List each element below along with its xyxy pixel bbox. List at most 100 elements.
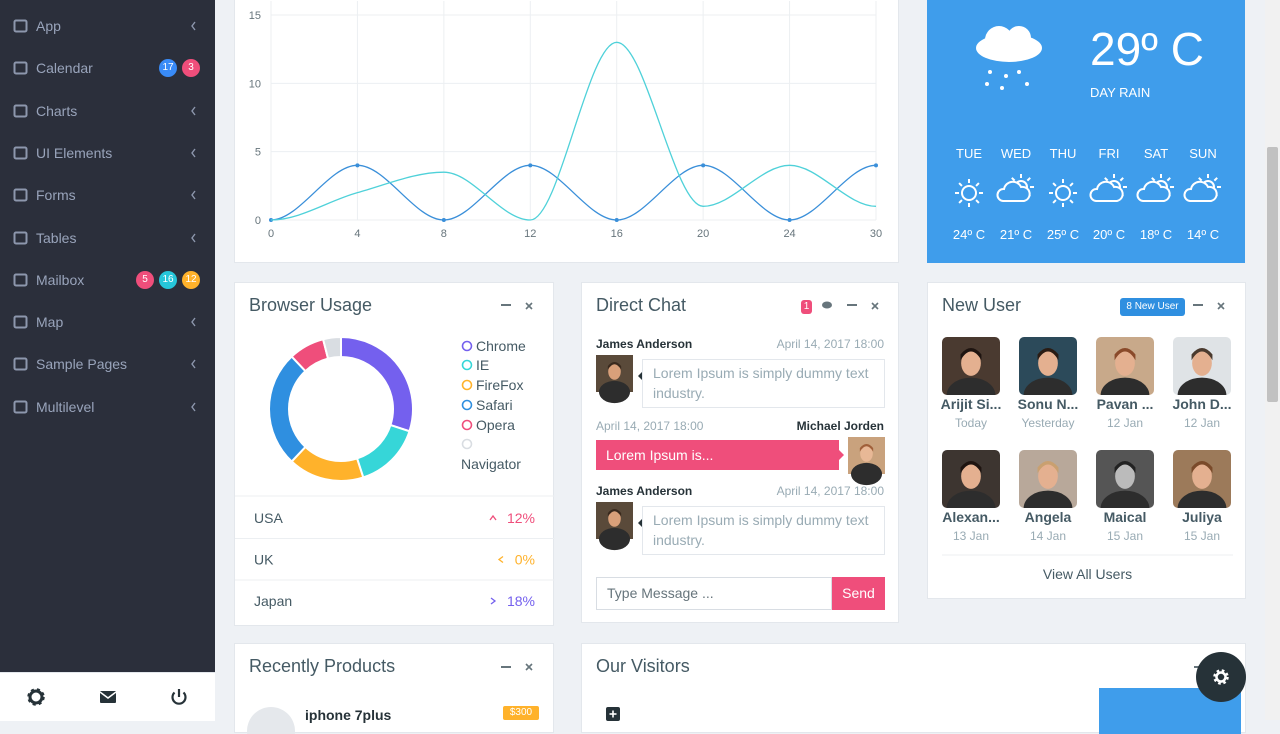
user-avatar[interactable] (1019, 450, 1077, 525)
chevron-line (191, 317, 196, 327)
scrollbar[interactable] (1265, 0, 1280, 720)
settings-icon[interactable] (27, 688, 45, 706)
chevron-line (191, 402, 196, 412)
avatar-hair (1037, 348, 1059, 361)
card-title: Our Visitors (596, 656, 690, 676)
message-date: April 14, 2017 18:00 (776, 484, 884, 498)
donut-slice (355, 423, 411, 479)
sun-ray (1166, 177, 1171, 182)
menu-item[interactable]: Mailbox 5 16 12 (0, 259, 215, 301)
country-change: 18% (507, 593, 535, 609)
forecast-temp: 14º C (1186, 227, 1220, 242)
close-icon[interactable] (525, 302, 533, 310)
country-change: 0% (515, 552, 535, 568)
legend-marker (461, 399, 473, 411)
donut-slice (340, 335, 414, 433)
menu-icon (13, 357, 28, 371)
y-tick-label: 10 (249, 78, 261, 90)
chevron-line (191, 190, 196, 200)
sun-ray (1213, 177, 1218, 182)
legend-label: Chrome (476, 338, 526, 354)
forecast-day: FRI (1098, 146, 1120, 161)
menu-label: UI Elements (36, 144, 113, 161)
avatar (1173, 450, 1231, 508)
x-tick-label: 8 (441, 228, 447, 240)
avatar-hair (607, 362, 622, 370)
user-name: Alexan... (942, 509, 1000, 525)
donut-slice (290, 445, 365, 482)
chevron-line (191, 21, 196, 31)
menu-icon (13, 273, 28, 287)
menu-item[interactable]: Forms (0, 174, 215, 216)
user-avatar[interactable] (1096, 337, 1154, 412)
menu-item[interactable]: Tables (0, 217, 215, 259)
trend-arrow (497, 555, 504, 564)
user-avatar[interactable] (1096, 450, 1154, 525)
bubble (642, 506, 885, 555)
user-avatar[interactable] (1173, 450, 1231, 525)
line-point (787, 218, 792, 222)
sun-ray (1198, 177, 1203, 182)
x-tick-label: 24 (783, 228, 795, 240)
mail-icon[interactable] (99, 691, 117, 703)
icon-shape (13, 104, 28, 118)
menu-item[interactable]: UI Elements (0, 132, 215, 174)
bubble (596, 440, 839, 470)
menu-icon (13, 400, 28, 414)
close-icon[interactable] (1217, 302, 1225, 310)
menu-icon (13, 61, 28, 75)
cloud (1136, 180, 1171, 202)
avatar-hair (960, 461, 982, 474)
sun-ray (1151, 177, 1156, 182)
sender-name: James Anderson (596, 484, 693, 498)
icon-shape (13, 146, 28, 160)
chevron (191, 21, 196, 31)
settings-fab[interactable] (1196, 652, 1246, 702)
send-button[interactable]: Send (832, 577, 885, 610)
product-image (247, 707, 295, 734)
legend-label: FireFox (476, 377, 523, 393)
sidebar-footer (0, 672, 215, 721)
chat-message (596, 502, 885, 555)
sun-ray (1104, 177, 1109, 182)
forecast-icon (1183, 174, 1221, 202)
close-icon[interactable] (871, 302, 879, 310)
power-icon[interactable] (171, 689, 187, 705)
menu-label: Forms (36, 187, 76, 204)
legend-marker (461, 379, 473, 391)
card-title: Browser Usage (249, 295, 373, 315)
menu-item[interactable]: Calendar 17 3 (0, 47, 215, 89)
chat-icon[interactable] (822, 301, 832, 309)
line-point (355, 163, 360, 168)
user-date: 12 Jan (1106, 416, 1144, 430)
menu-label: Charts (36, 102, 78, 119)
avatar-body (946, 490, 996, 508)
chat-badge: 1 (801, 300, 812, 314)
icon-shape (13, 273, 28, 287)
avatar-body (1023, 490, 1073, 508)
user-date: 12 Jan (1183, 416, 1221, 430)
menu-item[interactable]: Sample Pages (0, 343, 215, 385)
menu-item[interactable]: App (0, 5, 215, 47)
view-all-users[interactable]: View All Users (1042, 566, 1133, 582)
message-input[interactable]: Type Message ... (596, 577, 832, 610)
weather-temperature: 29º C (1090, 23, 1204, 75)
y-tick-label: 15 (249, 10, 261, 22)
user-avatar[interactable] (1019, 337, 1077, 412)
user-avatar[interactable] (942, 450, 1000, 525)
close-icon[interactable] (525, 663, 533, 671)
menu-item[interactable]: Multilevel (0, 386, 215, 428)
menu-item[interactable]: Map (0, 301, 215, 343)
user-avatar[interactable] (942, 337, 1000, 412)
sun-ray (975, 199, 980, 204)
user-avatar[interactable] (1173, 337, 1231, 412)
scrollbar-thumb[interactable] (1267, 147, 1278, 402)
country-name: USA (254, 510, 283, 526)
legend-label: IE (476, 357, 489, 373)
power-arc (171, 691, 187, 705)
donut-slice (321, 335, 342, 360)
avatar-face (608, 363, 621, 380)
menu-item[interactable]: Charts (0, 90, 215, 132)
y-tick-label: 0 (255, 215, 261, 227)
